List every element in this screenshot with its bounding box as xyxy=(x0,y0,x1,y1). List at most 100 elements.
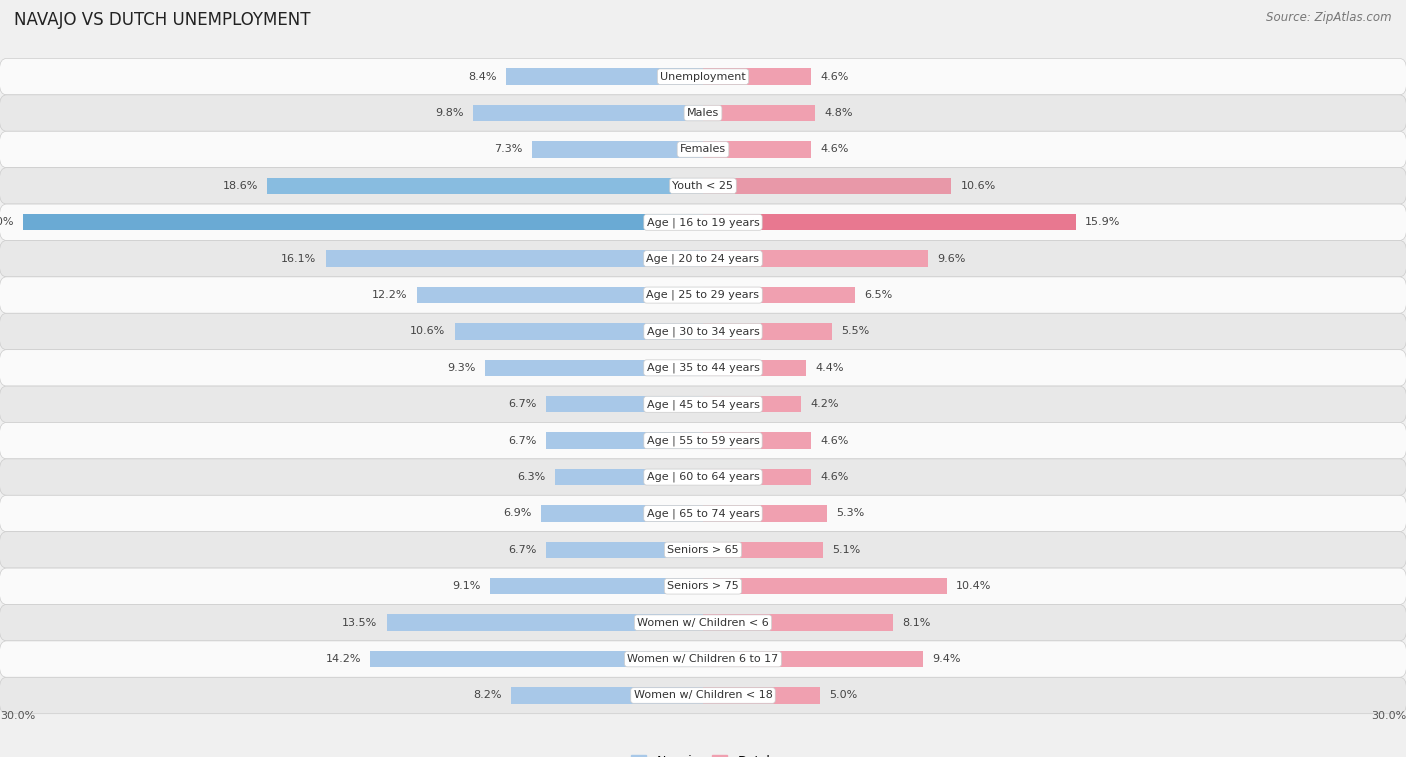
Text: 30.0%: 30.0% xyxy=(1371,711,1406,721)
Bar xyxy=(703,542,823,558)
Text: 9.3%: 9.3% xyxy=(447,363,475,373)
FancyBboxPatch shape xyxy=(0,678,1406,714)
Text: 6.9%: 6.9% xyxy=(503,509,531,519)
FancyBboxPatch shape xyxy=(0,95,1406,131)
Text: 13.5%: 13.5% xyxy=(342,618,377,628)
Text: Age | 16 to 19 years: Age | 16 to 19 years xyxy=(647,217,759,228)
FancyBboxPatch shape xyxy=(0,241,1406,277)
Bar xyxy=(703,323,832,340)
Bar xyxy=(24,214,703,230)
Bar xyxy=(546,542,703,558)
Bar xyxy=(703,578,946,594)
Text: 4.2%: 4.2% xyxy=(811,399,839,410)
Text: 6.5%: 6.5% xyxy=(865,290,893,300)
Legend: Navajo, Dutch: Navajo, Dutch xyxy=(627,750,779,757)
Text: 10.6%: 10.6% xyxy=(960,181,995,191)
Bar xyxy=(703,505,827,522)
Bar xyxy=(387,615,703,631)
Text: 15.9%: 15.9% xyxy=(1085,217,1121,227)
FancyBboxPatch shape xyxy=(0,495,1406,531)
Bar xyxy=(703,360,806,376)
FancyBboxPatch shape xyxy=(0,422,1406,459)
Text: 4.4%: 4.4% xyxy=(815,363,844,373)
Bar xyxy=(546,432,703,449)
Bar xyxy=(474,105,703,121)
Text: 9.8%: 9.8% xyxy=(436,108,464,118)
Text: 30.0%: 30.0% xyxy=(0,711,35,721)
Bar xyxy=(703,687,820,704)
Text: Age | 20 to 24 years: Age | 20 to 24 years xyxy=(647,254,759,264)
FancyBboxPatch shape xyxy=(0,131,1406,167)
Text: NAVAJO VS DUTCH UNEMPLOYMENT: NAVAJO VS DUTCH UNEMPLOYMENT xyxy=(14,11,311,30)
Text: 5.0%: 5.0% xyxy=(830,690,858,700)
Bar xyxy=(703,651,924,667)
Text: 4.6%: 4.6% xyxy=(820,436,849,446)
FancyBboxPatch shape xyxy=(0,386,1406,422)
Text: Unemployment: Unemployment xyxy=(661,72,745,82)
FancyBboxPatch shape xyxy=(0,568,1406,605)
Text: Males: Males xyxy=(688,108,718,118)
Bar xyxy=(485,360,703,376)
Text: 7.3%: 7.3% xyxy=(494,145,523,154)
Text: 10.6%: 10.6% xyxy=(411,326,446,336)
FancyBboxPatch shape xyxy=(0,605,1406,641)
Bar xyxy=(489,578,703,594)
Bar xyxy=(703,287,855,304)
Text: 4.6%: 4.6% xyxy=(820,145,849,154)
FancyBboxPatch shape xyxy=(0,58,1406,95)
Text: 5.3%: 5.3% xyxy=(837,509,865,519)
Bar xyxy=(326,251,703,267)
Text: 9.4%: 9.4% xyxy=(932,654,962,664)
Text: 9.6%: 9.6% xyxy=(938,254,966,263)
Text: Source: ZipAtlas.com: Source: ZipAtlas.com xyxy=(1267,11,1392,24)
Text: 4.8%: 4.8% xyxy=(825,108,853,118)
Text: 29.0%: 29.0% xyxy=(0,217,14,227)
Bar xyxy=(531,142,703,157)
Bar xyxy=(703,142,811,157)
Bar xyxy=(703,214,1076,230)
Bar xyxy=(267,178,703,194)
Bar xyxy=(506,68,703,85)
Bar xyxy=(703,68,811,85)
Bar xyxy=(541,505,703,522)
Text: Seniors > 75: Seniors > 75 xyxy=(666,581,740,591)
Bar xyxy=(703,178,952,194)
Text: Women w/ Children < 18: Women w/ Children < 18 xyxy=(634,690,772,700)
FancyBboxPatch shape xyxy=(0,531,1406,568)
Text: 12.2%: 12.2% xyxy=(373,290,408,300)
Text: 16.1%: 16.1% xyxy=(281,254,316,263)
Text: 5.1%: 5.1% xyxy=(832,545,860,555)
Text: Females: Females xyxy=(681,145,725,154)
Bar xyxy=(703,251,928,267)
Text: 9.1%: 9.1% xyxy=(451,581,481,591)
FancyBboxPatch shape xyxy=(0,641,1406,678)
Text: Age | 55 to 59 years: Age | 55 to 59 years xyxy=(647,435,759,446)
Text: Women w/ Children 6 to 17: Women w/ Children 6 to 17 xyxy=(627,654,779,664)
FancyBboxPatch shape xyxy=(0,277,1406,313)
Text: 6.7%: 6.7% xyxy=(508,545,537,555)
Bar xyxy=(454,323,703,340)
Bar xyxy=(703,432,811,449)
FancyBboxPatch shape xyxy=(0,459,1406,495)
Text: Youth < 25: Youth < 25 xyxy=(672,181,734,191)
Bar xyxy=(703,396,801,413)
Text: 14.2%: 14.2% xyxy=(325,654,361,664)
FancyBboxPatch shape xyxy=(0,204,1406,241)
Bar xyxy=(703,615,893,631)
Bar xyxy=(555,469,703,485)
Text: 6.7%: 6.7% xyxy=(508,436,537,446)
Bar xyxy=(510,687,703,704)
Text: Age | 25 to 29 years: Age | 25 to 29 years xyxy=(647,290,759,301)
Text: 4.6%: 4.6% xyxy=(820,72,849,82)
Text: 18.6%: 18.6% xyxy=(222,181,257,191)
Bar xyxy=(418,287,703,304)
Text: Age | 35 to 44 years: Age | 35 to 44 years xyxy=(647,363,759,373)
Text: Age | 30 to 34 years: Age | 30 to 34 years xyxy=(647,326,759,337)
Text: 8.1%: 8.1% xyxy=(903,618,931,628)
FancyBboxPatch shape xyxy=(0,167,1406,204)
Text: Age | 45 to 54 years: Age | 45 to 54 years xyxy=(647,399,759,410)
Text: 10.4%: 10.4% xyxy=(956,581,991,591)
Bar xyxy=(546,396,703,413)
Text: 6.7%: 6.7% xyxy=(508,399,537,410)
FancyBboxPatch shape xyxy=(0,313,1406,350)
